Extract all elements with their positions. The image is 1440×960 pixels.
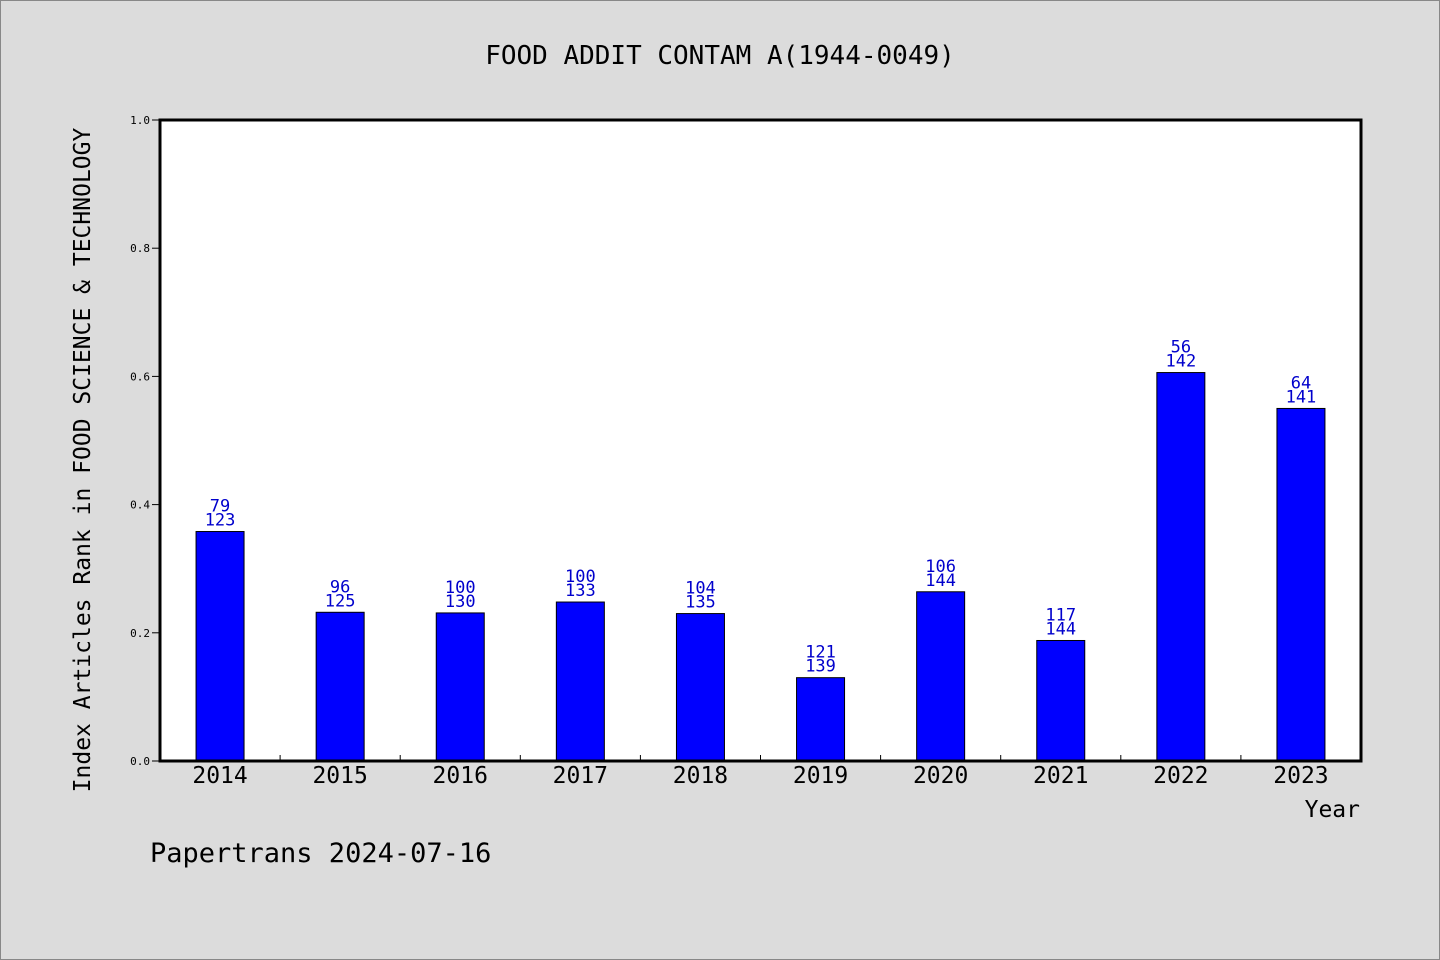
data-label-total-2022: 142 <box>1165 352 1196 372</box>
data-label-total-2017: 133 <box>565 581 596 601</box>
bar-2021 <box>1036 639 1086 762</box>
bar-2019 <box>796 677 846 762</box>
x-tick-label-2020: 2020 <box>913 763 968 789</box>
x-tick-label-2016: 2016 <box>433 763 488 789</box>
y-tick-label-0.6: 0.6 <box>130 370 150 383</box>
x-tick-label-2019: 2019 <box>793 763 848 789</box>
data-label-rank-2019: 121 <box>805 643 836 663</box>
x-tick-label-2017: 2017 <box>553 763 608 789</box>
data-label-rank-2021: 117 <box>1045 605 1076 625</box>
data-label-rank-2020: 106 <box>925 557 956 577</box>
data-label-rank-2022: 56 <box>1171 338 1191 358</box>
y-axis-label: Index Articles Rank in FOOD SCIENCE & TE… <box>70 128 96 793</box>
x-tick-label-2022: 2022 <box>1153 763 1208 789</box>
data-label-total-2020: 144 <box>925 571 956 591</box>
x-tick-label-2014: 2014 <box>192 763 247 789</box>
bar-2014 <box>195 531 245 762</box>
chart-title: FOOD ADDIT CONTAM A(1944-0049) <box>485 41 955 71</box>
bar-2017 <box>555 601 605 762</box>
bar-2016 <box>435 612 485 762</box>
x-tick-label-2021: 2021 <box>1033 763 1088 789</box>
y-tick-label-0.2: 0.2 <box>130 627 150 640</box>
y-axis-ticks: 0.0 0.2 0.4 0.6 0.8 1.0 <box>130 114 160 768</box>
x-axis-ticks: 2014 2015 2016 2017 2018 2019 2020 2021 2022 2023 <box>192 755 1329 789</box>
y-tick-label-0.4: 0.4 <box>130 499 150 512</box>
bar-2022 <box>1156 372 1206 762</box>
data-label-rank-2016: 100 <box>445 578 476 598</box>
bar-2018 <box>675 613 725 762</box>
data-label-total-2019: 139 <box>805 657 836 677</box>
data-label-total-2018: 135 <box>685 593 716 613</box>
x-axis-label: Year <box>1305 797 1360 823</box>
y-tick-label-0.8: 0.8 <box>130 242 150 255</box>
data-label-rank-2023: 64 <box>1291 373 1311 393</box>
x-tick-label-2023: 2023 <box>1273 763 1328 789</box>
y-tick-label-0.0: 0.0 <box>130 755 150 768</box>
x-tick-label-2015: 2015 <box>312 763 367 789</box>
data-label-rank-2014: 79 <box>210 497 230 517</box>
bars-layer <box>195 372 1326 762</box>
x-tick-label-2018: 2018 <box>673 763 728 789</box>
data-label-rank-2018: 104 <box>685 579 716 599</box>
bar-2015 <box>315 611 365 762</box>
data-label-rank-2015: 96 <box>330 577 350 597</box>
data-label-total-2016: 130 <box>445 592 476 612</box>
data-label-rank-2017: 100 <box>565 567 596 587</box>
data-label-total-2015: 125 <box>325 591 356 611</box>
y-tick-label-1.0: 1.0 <box>130 114 150 127</box>
data-label-total-2023: 141 <box>1286 387 1317 407</box>
data-label-total-2021: 144 <box>1045 619 1076 639</box>
data-label-total-2014: 123 <box>205 511 236 531</box>
bar-2020 <box>916 591 966 762</box>
bar-2023 <box>1276 407 1326 762</box>
plot-frame <box>158 118 1363 763</box>
footer-credit: Papertrans 2024-07-16 <box>150 838 491 869</box>
